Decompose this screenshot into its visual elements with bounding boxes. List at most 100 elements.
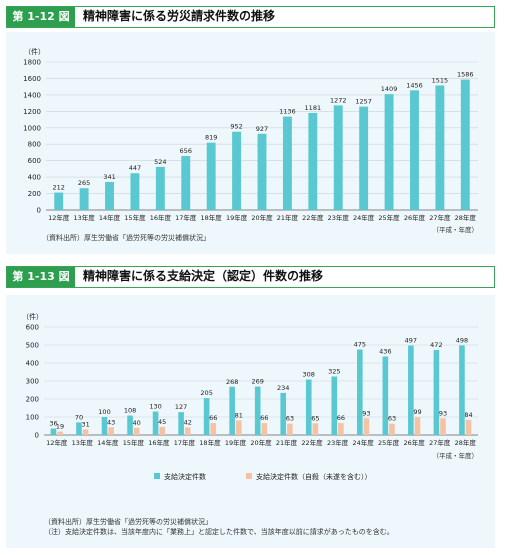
bar-secondary [261,423,268,435]
bar [460,79,470,210]
bar [155,166,165,210]
x-tick-label: 28年度 [455,213,477,222]
x-tick-label: 25年度 [378,438,400,447]
legend-label: 支給決定件数 [164,472,206,481]
data-label: 31 [81,420,89,428]
bar [232,131,242,210]
bar-secondary [287,423,293,435]
x-tick-label: 12年度 [48,213,70,222]
y-axis-label: （件） [24,47,45,56]
x-tick-label: 20年度 [251,213,273,222]
x-tick-label: 16年度 [148,438,170,447]
x-tick-label: 23年度 [327,438,349,447]
bar-primary [178,412,184,435]
bar-primary [76,422,82,435]
data-label: 84 [464,411,472,419]
x-tick-label: 13年度 [73,213,95,222]
bar-secondary [235,420,242,435]
unit-note: （平成・年度） [433,451,479,460]
data-label: 927 [256,125,268,133]
x-tick-label: 17年度 [175,213,197,222]
source-note: （資料出所）厚生労働省「過労死等の労災補償状況」 [42,233,210,242]
bar [257,133,267,210]
data-label: 819 [205,134,217,142]
data-label: 81 [235,411,243,419]
bar [54,192,64,210]
data-label: 475 [354,341,366,349]
x-tick-label: 27年度 [429,213,451,222]
figure-1-panel: （件） 0 200 400 600 800 1000 1200 1400 1600 1800 12年度… [6,32,495,254]
bar [206,142,216,210]
figure-1-tag: 第 1-12 図 [7,7,75,27]
figure-2-title: 精神障害に係る支給決定（認定）件数の推移 [83,269,324,283]
bar [105,181,114,210]
y-tick-label: 1400 [23,91,41,99]
data-label: 127 [175,403,187,411]
data-label: 497 [405,337,417,345]
data-label: 99 [413,408,421,416]
bar-primary [229,386,235,435]
bar-primary [433,350,440,435]
x-tick-label: 16年度 [150,213,172,222]
x-tick-label: 24年度 [352,438,374,447]
data-label: 265 [78,179,90,187]
data-label: 45 [158,418,166,426]
data-label: 19 [56,423,64,431]
x-tick-label: 18年度 [199,438,221,447]
bar [308,112,318,210]
unit-note: （平成・年度） [433,225,479,234]
data-label: 212 [52,184,64,192]
y-tick-label: 200 [28,190,41,198]
x-tick-label: 24年度 [353,213,375,222]
y-tick-label: 0 [35,432,39,440]
bar-primary [254,386,261,435]
bar [282,116,292,210]
x-tick-label: 25年度 [378,213,400,222]
y-tick-label: 1000 [23,124,41,132]
y-tick-label: 0 [37,207,41,215]
data-label: 472 [430,341,442,349]
y-tick-label: 600 [28,157,41,165]
x-tick-label: 19年度 [226,213,248,222]
bar-secondary [312,423,319,435]
bar-secondary [363,418,370,435]
bar-secondary [338,423,344,435]
y-tick-label: 1600 [23,75,41,83]
y-tick-label: 1800 [23,59,41,67]
y-tick-label: 500 [26,342,39,350]
data-label: 66 [337,414,345,422]
bar-primary [459,345,465,435]
x-tick-label: 13年度 [72,438,94,447]
bar-primary [331,376,338,435]
data-label: 1409 [381,85,398,93]
bar-secondary [133,427,140,435]
bar [181,156,191,210]
data-label: 66 [260,414,268,422]
data-label: 40 [133,419,141,427]
figure-2-source-note: （資料出所）厚生労働省「過労死等の労災補償状況」 [44,518,212,526]
data-label: 63 [286,415,294,423]
data-label: 1257 [355,98,372,106]
data-label: 70 [75,413,83,421]
x-tick-label: 19年度 [225,438,247,447]
bar-secondary [108,427,114,435]
y-tick-label: 800 [28,141,41,149]
data-label: 341 [103,173,115,181]
x-tick-label: 15年度 [124,213,146,222]
legend-label: 支給決定件数（自殺（未遂を含む）） [256,472,372,481]
y-tick-label: 400 [28,174,41,182]
x-tick-label: 26年度 [404,213,426,222]
data-label: 100 [98,408,110,416]
bar-secondary [82,429,89,435]
bar-primary [305,379,312,435]
bar [435,85,445,210]
bar [359,106,369,210]
figure-1-title: 精神障害に係る労災請求件数の推移 [83,9,276,23]
bar-secondary [57,431,63,435]
data-label: 269 [251,378,263,386]
bar-secondary [440,418,446,435]
figure-2-panel: （件） 0 100 200 300 400 500 600 12年度 36 19 13年度 70 31 14… [6,295,495,548]
x-tick-label: 18年度 [201,213,223,222]
y-tick-label: 300 [26,378,39,386]
